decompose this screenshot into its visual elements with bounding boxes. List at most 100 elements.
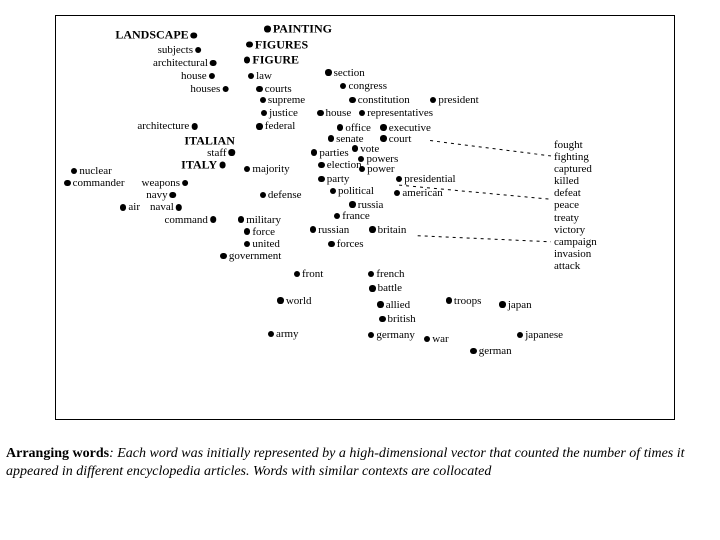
word-point: killed <box>554 175 579 187</box>
scatter-marker-icon <box>368 332 374 338</box>
word-point: political <box>330 185 374 197</box>
word-label: naval <box>150 201 174 213</box>
word-point: russian <box>310 224 350 236</box>
scatter-marker-icon <box>256 123 262 129</box>
scatter-marker-icon <box>352 145 358 151</box>
scatter-marker-icon <box>368 271 374 277</box>
word-point: treaty <box>554 212 579 224</box>
scatter-marker-icon <box>377 301 383 307</box>
word-label: front <box>302 268 323 280</box>
scatter-marker-icon <box>244 57 250 63</box>
word-point: election <box>318 159 361 171</box>
word-label: section <box>334 67 365 79</box>
word-label: commander <box>73 177 125 189</box>
word-point: FIGURE <box>244 52 299 67</box>
scatter-marker-icon <box>260 97 266 103</box>
word-point: forces <box>328 238 363 250</box>
scatter-marker-icon <box>120 204 126 210</box>
word-label: united <box>252 238 280 250</box>
word-label: british <box>388 313 416 325</box>
caption-lead: Arranging words <box>6 446 109 461</box>
word-point: power <box>359 163 395 175</box>
scatter-marker-icon <box>210 60 216 66</box>
word-label: japan <box>508 299 532 311</box>
word-point: british <box>379 313 416 325</box>
scatter-marker-icon <box>195 47 201 53</box>
scatter-marker-icon <box>182 180 188 186</box>
word-label: treaty <box>554 212 579 224</box>
word-point: government <box>220 250 281 262</box>
scatter-marker-icon <box>340 83 346 89</box>
word-label: architecture <box>137 120 189 132</box>
word-label: air <box>128 201 140 213</box>
word-point: court <box>380 133 411 145</box>
scatter-marker-icon <box>170 192 176 198</box>
word-point: force <box>244 226 275 238</box>
word-point: law <box>248 70 272 82</box>
word-label: allied <box>386 299 410 311</box>
word-label: japanese <box>525 329 563 341</box>
word-point: party <box>318 173 349 185</box>
word-point: france <box>334 210 370 222</box>
word-label: fought <box>554 139 583 151</box>
word-label: PAINTING <box>273 22 332 37</box>
scatter-marker-icon <box>337 124 343 130</box>
word-label: houses <box>190 83 220 95</box>
scatter-marker-icon <box>64 180 70 186</box>
word-point: LANDSCAPE <box>115 28 197 43</box>
scatter-marker-icon <box>191 32 197 38</box>
word-point: victory <box>554 224 585 236</box>
word-point: naval <box>150 201 182 213</box>
word-point: majority <box>244 163 290 175</box>
word-point: captured <box>554 163 592 175</box>
word-point: federal <box>256 120 295 132</box>
word-label: peace <box>554 199 579 211</box>
word-label: justice <box>269 107 298 119</box>
word-label: ITALY <box>181 157 217 172</box>
word-label: subjects <box>158 44 193 56</box>
word-point: american <box>394 187 443 199</box>
scatter-marker-icon <box>244 241 250 247</box>
word-point: subjects <box>158 44 202 56</box>
word-point: house <box>317 107 351 119</box>
word-point: invasion <box>554 248 591 260</box>
word-label: party <box>327 173 350 185</box>
scatter-marker-icon <box>359 110 365 116</box>
word-label: federal <box>265 120 296 132</box>
scatter-marker-icon <box>244 166 250 172</box>
word-label: weapons <box>142 177 181 189</box>
word-point: representatives <box>359 107 433 119</box>
word-label: german <box>479 345 512 357</box>
word-label: military <box>246 214 281 226</box>
scatter-marker-icon <box>264 26 270 32</box>
word-point: united <box>244 238 280 250</box>
word-point: justice <box>261 107 298 119</box>
word-point: command <box>165 214 217 226</box>
word-point: architecture <box>137 120 197 132</box>
word-label: architectural <box>153 57 208 69</box>
word-label: force <box>252 226 275 238</box>
scatter-marker-icon <box>191 123 197 129</box>
word-label: majority <box>252 163 289 175</box>
word-point: troops <box>446 295 482 307</box>
word-point: army <box>268 328 299 340</box>
word-point: german <box>470 345 511 357</box>
word-label: LANDSCAPE <box>115 28 188 43</box>
scatter-marker-icon <box>424 336 430 342</box>
word-point: battle <box>369 282 402 294</box>
word-point: britain <box>369 224 406 236</box>
word-label: invasion <box>554 248 591 260</box>
scatter-marker-icon <box>328 135 334 141</box>
figure-caption: Arranging words: Each word was initially… <box>6 445 706 481</box>
word-label: defense <box>268 189 302 201</box>
scatter-marker-icon <box>318 176 324 182</box>
word-label: attack <box>554 260 580 272</box>
scatter-marker-icon <box>325 69 331 75</box>
scatter-marker-icon <box>176 204 182 210</box>
scatter-marker-icon <box>334 213 340 219</box>
word-label: captured <box>554 163 592 175</box>
scatter-marker-icon <box>430 97 436 103</box>
word-point: french <box>368 268 404 280</box>
word-label: killed <box>554 175 579 187</box>
scatter-marker-icon <box>328 241 334 247</box>
